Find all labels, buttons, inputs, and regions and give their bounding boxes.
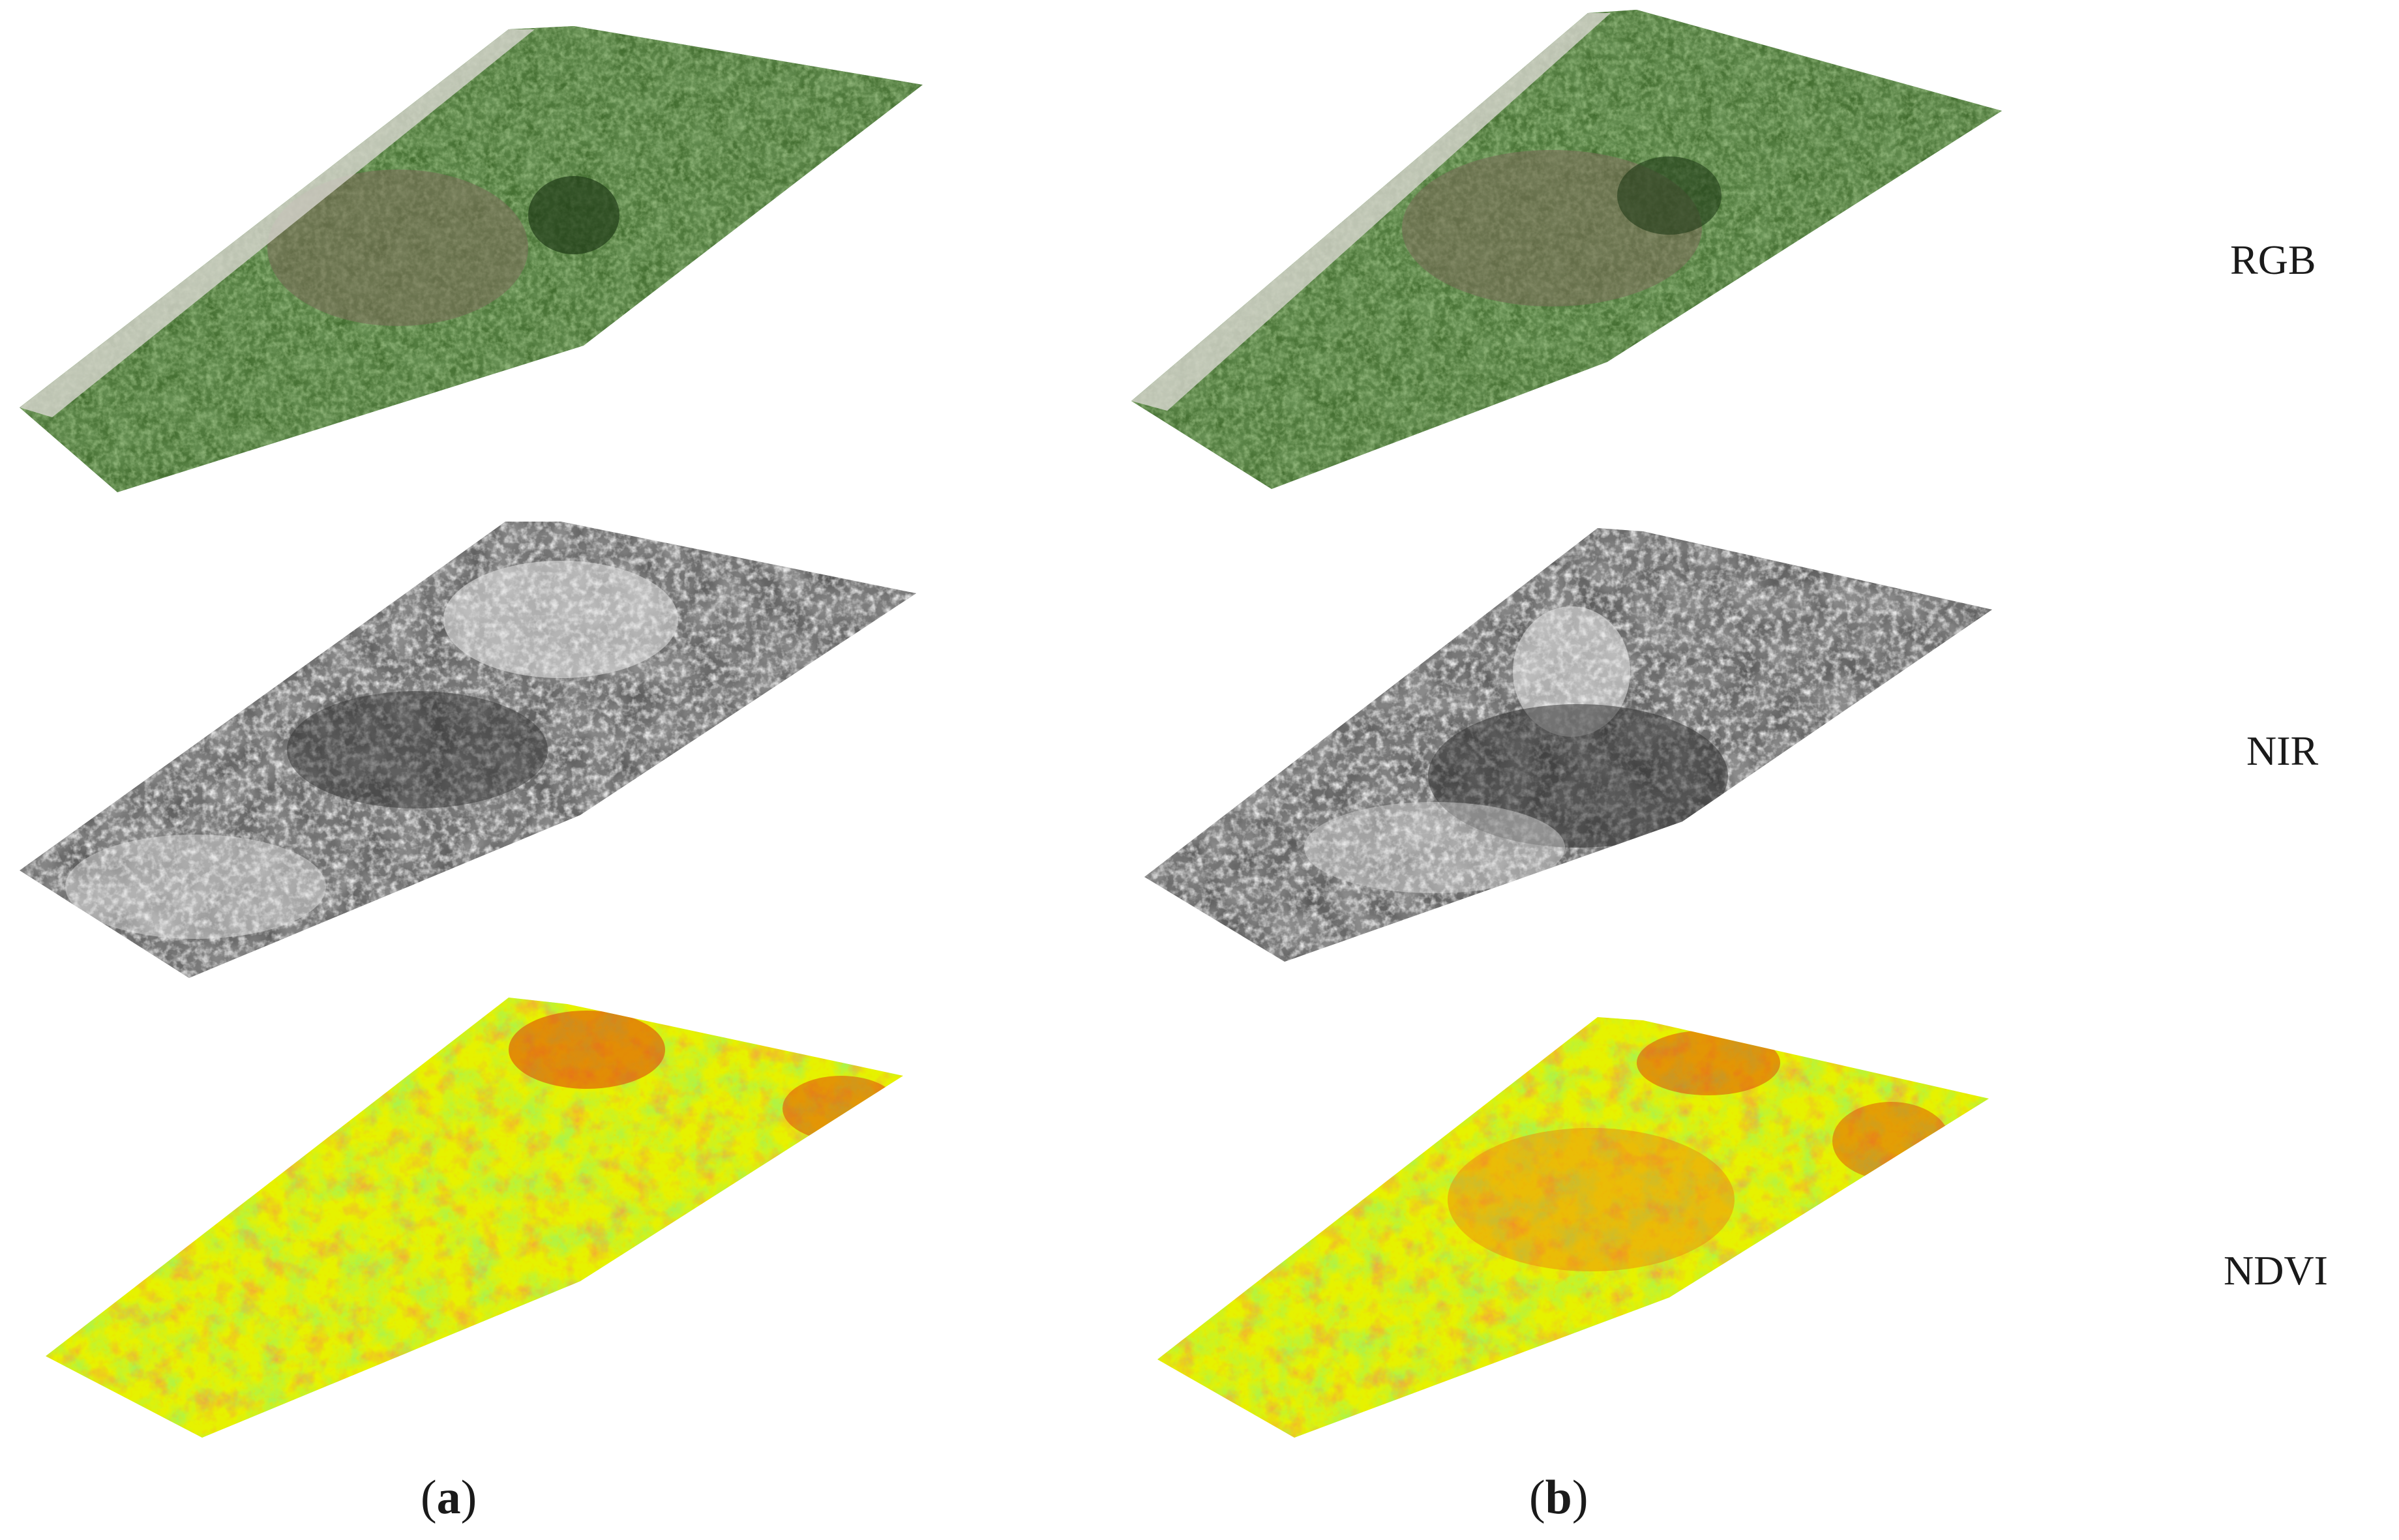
row-label-rgb: RGB (2230, 237, 2316, 283)
panel-a-ndvi (46, 998, 903, 1438)
panel-label-b-letter: b (1545, 1471, 1572, 1524)
panel-a-rgb (20, 26, 923, 492)
panel-b-rgb (1131, 10, 2002, 489)
panel-b-nir (1144, 528, 1992, 962)
panel-a-nir (20, 522, 916, 978)
panel-label-b-close: ) (1572, 1471, 1588, 1524)
panel-label-a-letter: a (436, 1471, 461, 1524)
panel-b-ndvi (1157, 1017, 1989, 1438)
panel-label-b-open: ( (1529, 1471, 1545, 1524)
row-label-ndvi: NDVI (2224, 1247, 2328, 1294)
panel-label-a: (a) (421, 1470, 477, 1526)
panel-label-a-close: ) (460, 1471, 477, 1524)
row-label-nir: NIR (2246, 728, 2319, 774)
panel-label-b: (b) (1529, 1470, 1588, 1526)
panel-label-a-open: ( (421, 1471, 437, 1524)
